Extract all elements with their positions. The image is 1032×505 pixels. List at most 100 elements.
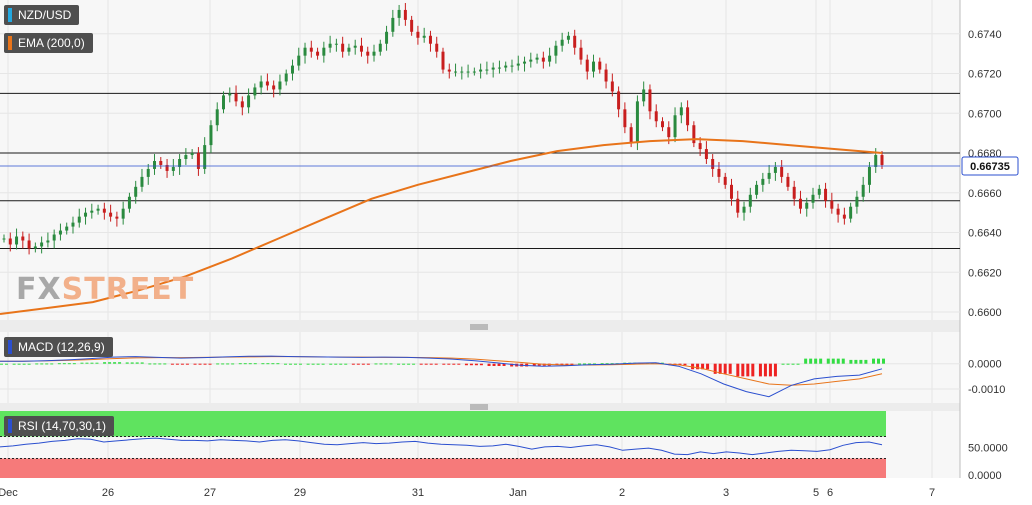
candle: [290, 59, 294, 81]
candle-body: [403, 9, 407, 20]
macd-histogram-bar: [108, 362, 112, 364]
candle: [203, 137, 207, 174]
x-tick-label: 26: [102, 487, 114, 499]
y-tick-label: 0.6620: [968, 267, 1002, 279]
macd-histogram-bar: [344, 363, 348, 365]
rsi-tick-label: 50.0000: [968, 443, 1008, 455]
candle: [52, 229, 56, 249]
macd-histogram-bar: [389, 363, 393, 365]
candle: [604, 63, 608, 89]
macd-histogram-bar: [402, 363, 406, 365]
candle-body: [755, 184, 759, 195]
candle-body: [341, 43, 345, 52]
candle-body: [686, 107, 690, 126]
candle-body: [566, 35, 570, 40]
macd-histogram-bar: [289, 363, 292, 365]
macd-histogram-bar: [118, 362, 122, 364]
macd-histogram-bar: [125, 362, 129, 364]
current-price-value: 0.66735: [970, 161, 1010, 173]
candle: [504, 61, 508, 72]
candle: [385, 25, 389, 51]
macd-histogram-bar: [583, 363, 586, 365]
candle: [178, 154, 182, 175]
macd-histogram-bar: [80, 362, 84, 364]
candle-body: [190, 153, 194, 156]
macd-histogram-bar: [872, 358, 875, 364]
candle-body: [140, 176, 144, 187]
rsi-tick-label: 0.0000: [968, 470, 1002, 482]
candle: [861, 176, 865, 202]
candle-body: [598, 61, 602, 70]
candle: [416, 25, 420, 45]
macd-histogram-bar: [600, 363, 604, 365]
candle-body: [378, 43, 382, 52]
macd-histogram-bar: [741, 363, 745, 377]
candle: [554, 40, 558, 64]
macd-histogram-bar: [605, 363, 609, 365]
candle-body: [171, 166, 175, 171]
candle-body: [46, 240, 50, 243]
macd-histogram-bar: [565, 363, 569, 365]
macd-histogram-bar: [276, 363, 280, 365]
candle: [516, 55, 520, 71]
macd-histogram-bar: [464, 363, 468, 366]
candle: [460, 66, 464, 80]
candle-body: [109, 212, 113, 217]
macd-histogram-bar: [429, 363, 433, 365]
macd-histogram-bar: [193, 363, 197, 365]
macd-histogram-bar: [158, 363, 162, 365]
candle-body: [8, 238, 12, 245]
candle: [761, 172, 765, 192]
candle: [33, 242, 37, 253]
macd-histogram-bar: [412, 363, 416, 365]
macd-histogram-bar: [366, 363, 370, 365]
macd-histogram-bar: [882, 358, 885, 364]
candle: [253, 83, 257, 100]
candle-body: [466, 71, 470, 73]
macd-histogram-bar: [758, 363, 762, 377]
macd-histogram-bar: [379, 363, 383, 365]
macd-pane: [0, 332, 960, 403]
macd-histogram-bar: [361, 363, 365, 365]
candle-body: [811, 194, 815, 203]
macd-histogram-bar: [728, 363, 732, 374]
rsi-oversold-zone: [0, 458, 886, 478]
candle: [58, 223, 62, 241]
candle: [347, 43, 351, 56]
candle: [836, 203, 840, 223]
macd-histogram-bar: [311, 363, 315, 365]
candle-body: [541, 57, 545, 62]
macd-histogram-bar: [502, 363, 506, 366]
x-tick-label: 3: [723, 487, 729, 499]
candle: [71, 216, 75, 234]
candle: [272, 80, 276, 98]
macd-histogram-bar: [442, 363, 446, 365]
macd-histogram-bar: [299, 363, 302, 365]
candle: [454, 63, 458, 77]
macd-histogram-bar: [510, 363, 514, 367]
macd-label: MACD (12,26,9): [4, 337, 113, 357]
candle-body: [504, 65, 508, 68]
candle: [15, 228, 19, 250]
candle: [309, 40, 313, 58]
rsi-line: [0, 437, 883, 456]
macd-histogram-bar: [751, 363, 755, 377]
candle-body: [510, 65, 514, 67]
x-tick-label: 5: [813, 487, 819, 499]
candle: [798, 190, 802, 214]
macd-histogram-bar: [831, 358, 835, 364]
macd-histogram-bar: [261, 363, 265, 365]
candle-body: [497, 67, 501, 69]
candle-body: [610, 81, 614, 92]
candle-body: [861, 184, 865, 197]
macd-histogram-bar: [35, 363, 39, 365]
macd-histogram-bar: [588, 363, 591, 365]
macd-histogram-bar: [271, 363, 275, 365]
candle: [410, 15, 414, 36]
macd-histogram-bar: [203, 363, 207, 365]
x-tick-label: 7: [929, 487, 935, 499]
candle: [341, 36, 345, 58]
candle: [830, 192, 834, 214]
candle: [610, 73, 614, 97]
candle: [773, 161, 777, 181]
